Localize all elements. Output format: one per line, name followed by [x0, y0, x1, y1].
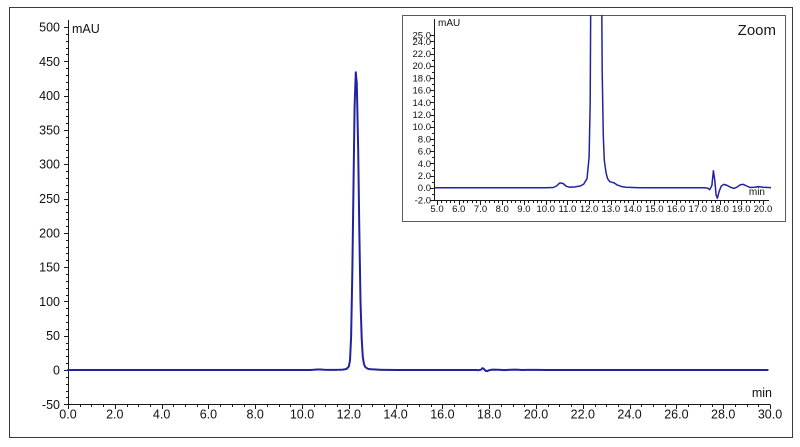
x-tick-label: 8.0 — [496, 204, 509, 215]
y-tick-label: 25.0 — [413, 31, 432, 42]
y-tick-label: 50 — [46, 329, 60, 343]
x-tick-label: 6.0 — [200, 407, 217, 421]
zoom-inset-plot: 5.0 6.0 7.0 8.0 9.0 10.0 11.0 12.0 13.0 14.0 15.0 1… — [402, 15, 786, 222]
x-tick-label: 16.0 — [430, 407, 454, 421]
inset-zoom-title: Zoom — [737, 22, 776, 39]
y-tick-label: 10.0 — [413, 122, 432, 133]
y-tick-label: 16.0 — [413, 86, 432, 97]
x-tick-label: 6.0 — [452, 204, 465, 215]
y-tick-label: 450 — [39, 55, 60, 69]
y-tick-label: 12.0 — [413, 110, 432, 121]
x-tick-label: 12.0 — [337, 407, 361, 421]
x-tick-label: 20.0 — [524, 407, 548, 421]
y-tick-label: 4.0 — [418, 159, 431, 170]
x-tick-label: 18.0 — [710, 204, 729, 215]
x-tick-label: 22.0 — [571, 407, 595, 421]
y-tick-label: 18.0 — [413, 73, 432, 84]
y-tick-label: 400 — [39, 89, 60, 103]
x-tick-label: 7.0 — [474, 204, 487, 215]
y-tick-label: -2.0 — [415, 195, 431, 206]
y-tick-label: 350 — [39, 123, 60, 137]
signal-trace — [435, 15, 771, 199]
x-tick-label: 28.0 — [711, 407, 735, 421]
x-tick-label: 15.0 — [645, 204, 664, 215]
y-tick-label: 2.0 — [418, 171, 431, 182]
y-tick-label: 8.0 — [418, 134, 431, 145]
y-tick-label: 300 — [39, 158, 60, 172]
tick-labels: 5.0 6.0 7.0 8.0 9.0 10.0 11.0 12.0 13.0 14.0 15.0 1… — [413, 31, 773, 215]
x-tick-label: 19.0 — [732, 204, 751, 215]
figure-border — [9, 7, 793, 438]
x-tick-label: 18.0 — [477, 407, 501, 421]
x-tick-label: 20.0 — [754, 204, 773, 215]
tick-marks — [430, 35, 764, 205]
x-tick-label: 5.0 — [430, 204, 443, 215]
x-tick-label: 14.0 — [383, 407, 407, 421]
x-tick-label: 8.0 — [247, 407, 264, 421]
tick-labels: 0.0 2.0 4.0 6.0 8.0 10.0 12.0 14.0 16.0 18.0 20.0 2… — [39, 21, 782, 422]
x-tick-label: 9.0 — [517, 204, 530, 215]
y-tick-label: 200 — [39, 226, 60, 240]
y-tick-label: 0.0 — [418, 183, 431, 194]
main-y-axis-unit: mAU — [72, 22, 100, 36]
x-tick-label: 16.0 — [667, 204, 686, 215]
x-tick-label: 4.0 — [153, 407, 170, 421]
inset-y-axis-unit: mAU — [438, 18, 461, 29]
y-tick-label: 24.0 — [413, 37, 432, 48]
y-tick-label: 14.0 — [413, 98, 432, 109]
x-tick-label: 13.0 — [602, 204, 621, 215]
y-tick-label: 20.0 — [413, 61, 432, 72]
signal-trace — [67, 71, 769, 373]
x-tick-label: 24.0 — [617, 407, 641, 421]
x-tick-label: 11.0 — [559, 204, 577, 215]
x-tick-label: 14.0 — [623, 204, 642, 215]
main-x-axis-unit: min — [751, 386, 772, 400]
y-tick-label: 150 — [39, 261, 60, 275]
tick-marks — [64, 27, 771, 409]
y-tick-label: 250 — [39, 192, 60, 206]
y-tick-label: -50 — [42, 398, 60, 412]
y-tick-label: 22.0 — [413, 49, 432, 60]
x-tick-label: 10.0 — [290, 407, 314, 421]
y-tick-label: 0 — [53, 364, 60, 378]
x-tick-label: 26.0 — [664, 407, 688, 421]
x-tick-label: 0.0 — [59, 407, 76, 421]
y-tick-label: 500 — [39, 21, 60, 35]
x-tick-label: 12.0 — [580, 204, 599, 215]
inset-frame — [402, 15, 786, 222]
y-tick-label: 6.0 — [418, 147, 431, 158]
x-tick-label: 30.0 — [758, 407, 782, 421]
x-tick-label: 2.0 — [106, 407, 123, 421]
y-tick-label: 100 — [39, 295, 60, 309]
x-tick-label: 17.0 — [689, 204, 708, 215]
x-tick-label: 10.0 — [536, 204, 555, 215]
inset-x-axis-unit: min — [748, 187, 765, 198]
